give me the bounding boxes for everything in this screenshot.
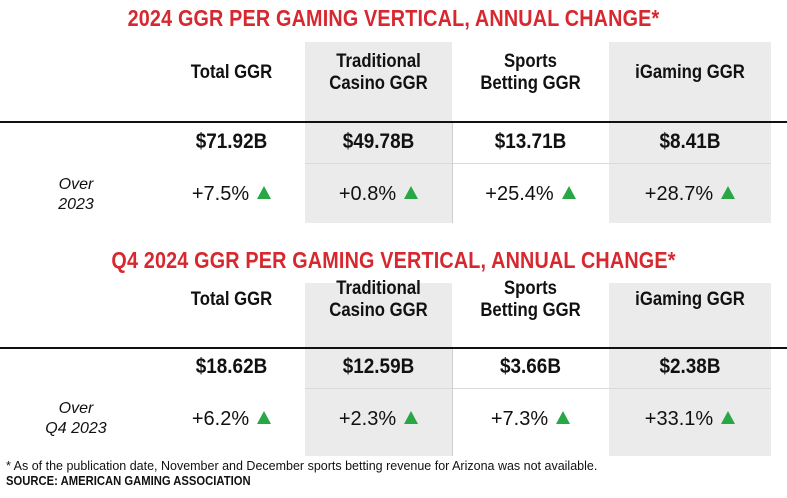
up-triangle-icon [721,411,736,424]
change-value: +0.8% [338,183,397,205]
change-value: +7.3% [490,408,549,430]
up-triangle-icon [561,186,576,199]
column-header-line: Betting GGR [480,300,581,321]
up-triangle-icon [721,186,736,199]
up-triangle-icon [257,411,272,424]
change-value: +25.4% [485,183,554,205]
annual-change: +2.3% [305,407,452,431]
column-header-line: iGaming GGR [635,289,745,310]
column-header: iGaming GGR [619,289,762,311]
shaded-column-bg [305,283,452,456]
column-header: Traditional Casino GGR [314,51,443,95]
column-header-line: Casino GGR [329,300,428,321]
annual-change: +0.8% [305,182,452,206]
change-value: +7.5% [191,183,250,205]
annual-change: +7.5% [158,182,305,206]
annual-change: +28.7% [609,182,771,206]
ggr-amount: $18.62B [195,355,268,378]
header-rule [0,121,787,123]
column-header-line: Traditional [336,278,421,299]
column-header-line: Total GGR [190,62,273,83]
up-triangle-icon [556,411,571,424]
comparison-period-line: 2023 [58,196,94,213]
table-title: 2024 GGR PER GAMING VERTICAL, ANNUAL CHA… [127,5,660,31]
ggr-amount: $71.92B [195,130,268,153]
column-header-line: Sports [504,278,557,299]
column-header: Traditional Casino GGR [314,278,443,322]
up-triangle-icon [257,186,272,199]
shaded-column-bg [609,42,771,223]
column-header: Sports Betting GGR [461,51,599,95]
ggr-amount: $3.66B [500,355,561,378]
column-separator [452,349,453,456]
column-header-line: Traditional [336,51,421,72]
change-value: +6.2% [191,408,250,430]
column-header-line: Total GGR [190,289,273,310]
footnote: * As of the publication date, November a… [6,459,598,473]
column-header: Total GGR [167,62,296,84]
column-header-line: Betting GGR [480,73,581,94]
shaded-column-bg [305,42,452,223]
ggr-amount: $49.78B [342,130,415,153]
comparison-period-line: Over [58,400,94,417]
annual-change: +25.4% [452,182,609,206]
comparison-period-label: Over 2023 [28,175,124,215]
column-header: iGaming GGR [619,62,762,84]
ggr-amount: $8.41B [659,130,721,153]
header-rule [0,347,787,349]
row-separator [305,388,771,389]
annual-change: +33.1% [609,407,771,431]
change-value: +2.3% [338,408,397,430]
annual-change: +6.2% [158,407,305,431]
comparison-period-line: Over [58,176,94,193]
row-separator [305,163,771,164]
comparison-period-line: Q4 2023 [45,420,107,437]
column-header-line: Sports [504,51,557,72]
shaded-column-bg [609,283,771,456]
column-header: Sports Betting GGR [461,278,599,322]
ggr-amount: $2.38B [659,355,721,378]
table-title: Q4 2024 GGR PER GAMING VERTICAL, ANNUAL … [111,247,676,273]
ggr-amount: $12.59B [342,355,415,378]
ggr-amount: $13.71B [494,130,567,153]
change-value: +33.1% [644,408,714,430]
column-header-line: Casino GGR [329,73,428,94]
annual-change: +7.3% [452,407,609,431]
source-credit: SOURCE: AMERICAN GAMING ASSOCIATION [6,474,251,488]
up-triangle-icon [404,186,419,199]
comparison-period-label: Over Q4 2023 [28,399,124,439]
column-separator [452,123,453,223]
up-triangle-icon [404,411,419,424]
column-header-line: iGaming GGR [635,62,745,83]
column-header: Total GGR [167,289,296,311]
change-value: +28.7% [644,183,714,205]
